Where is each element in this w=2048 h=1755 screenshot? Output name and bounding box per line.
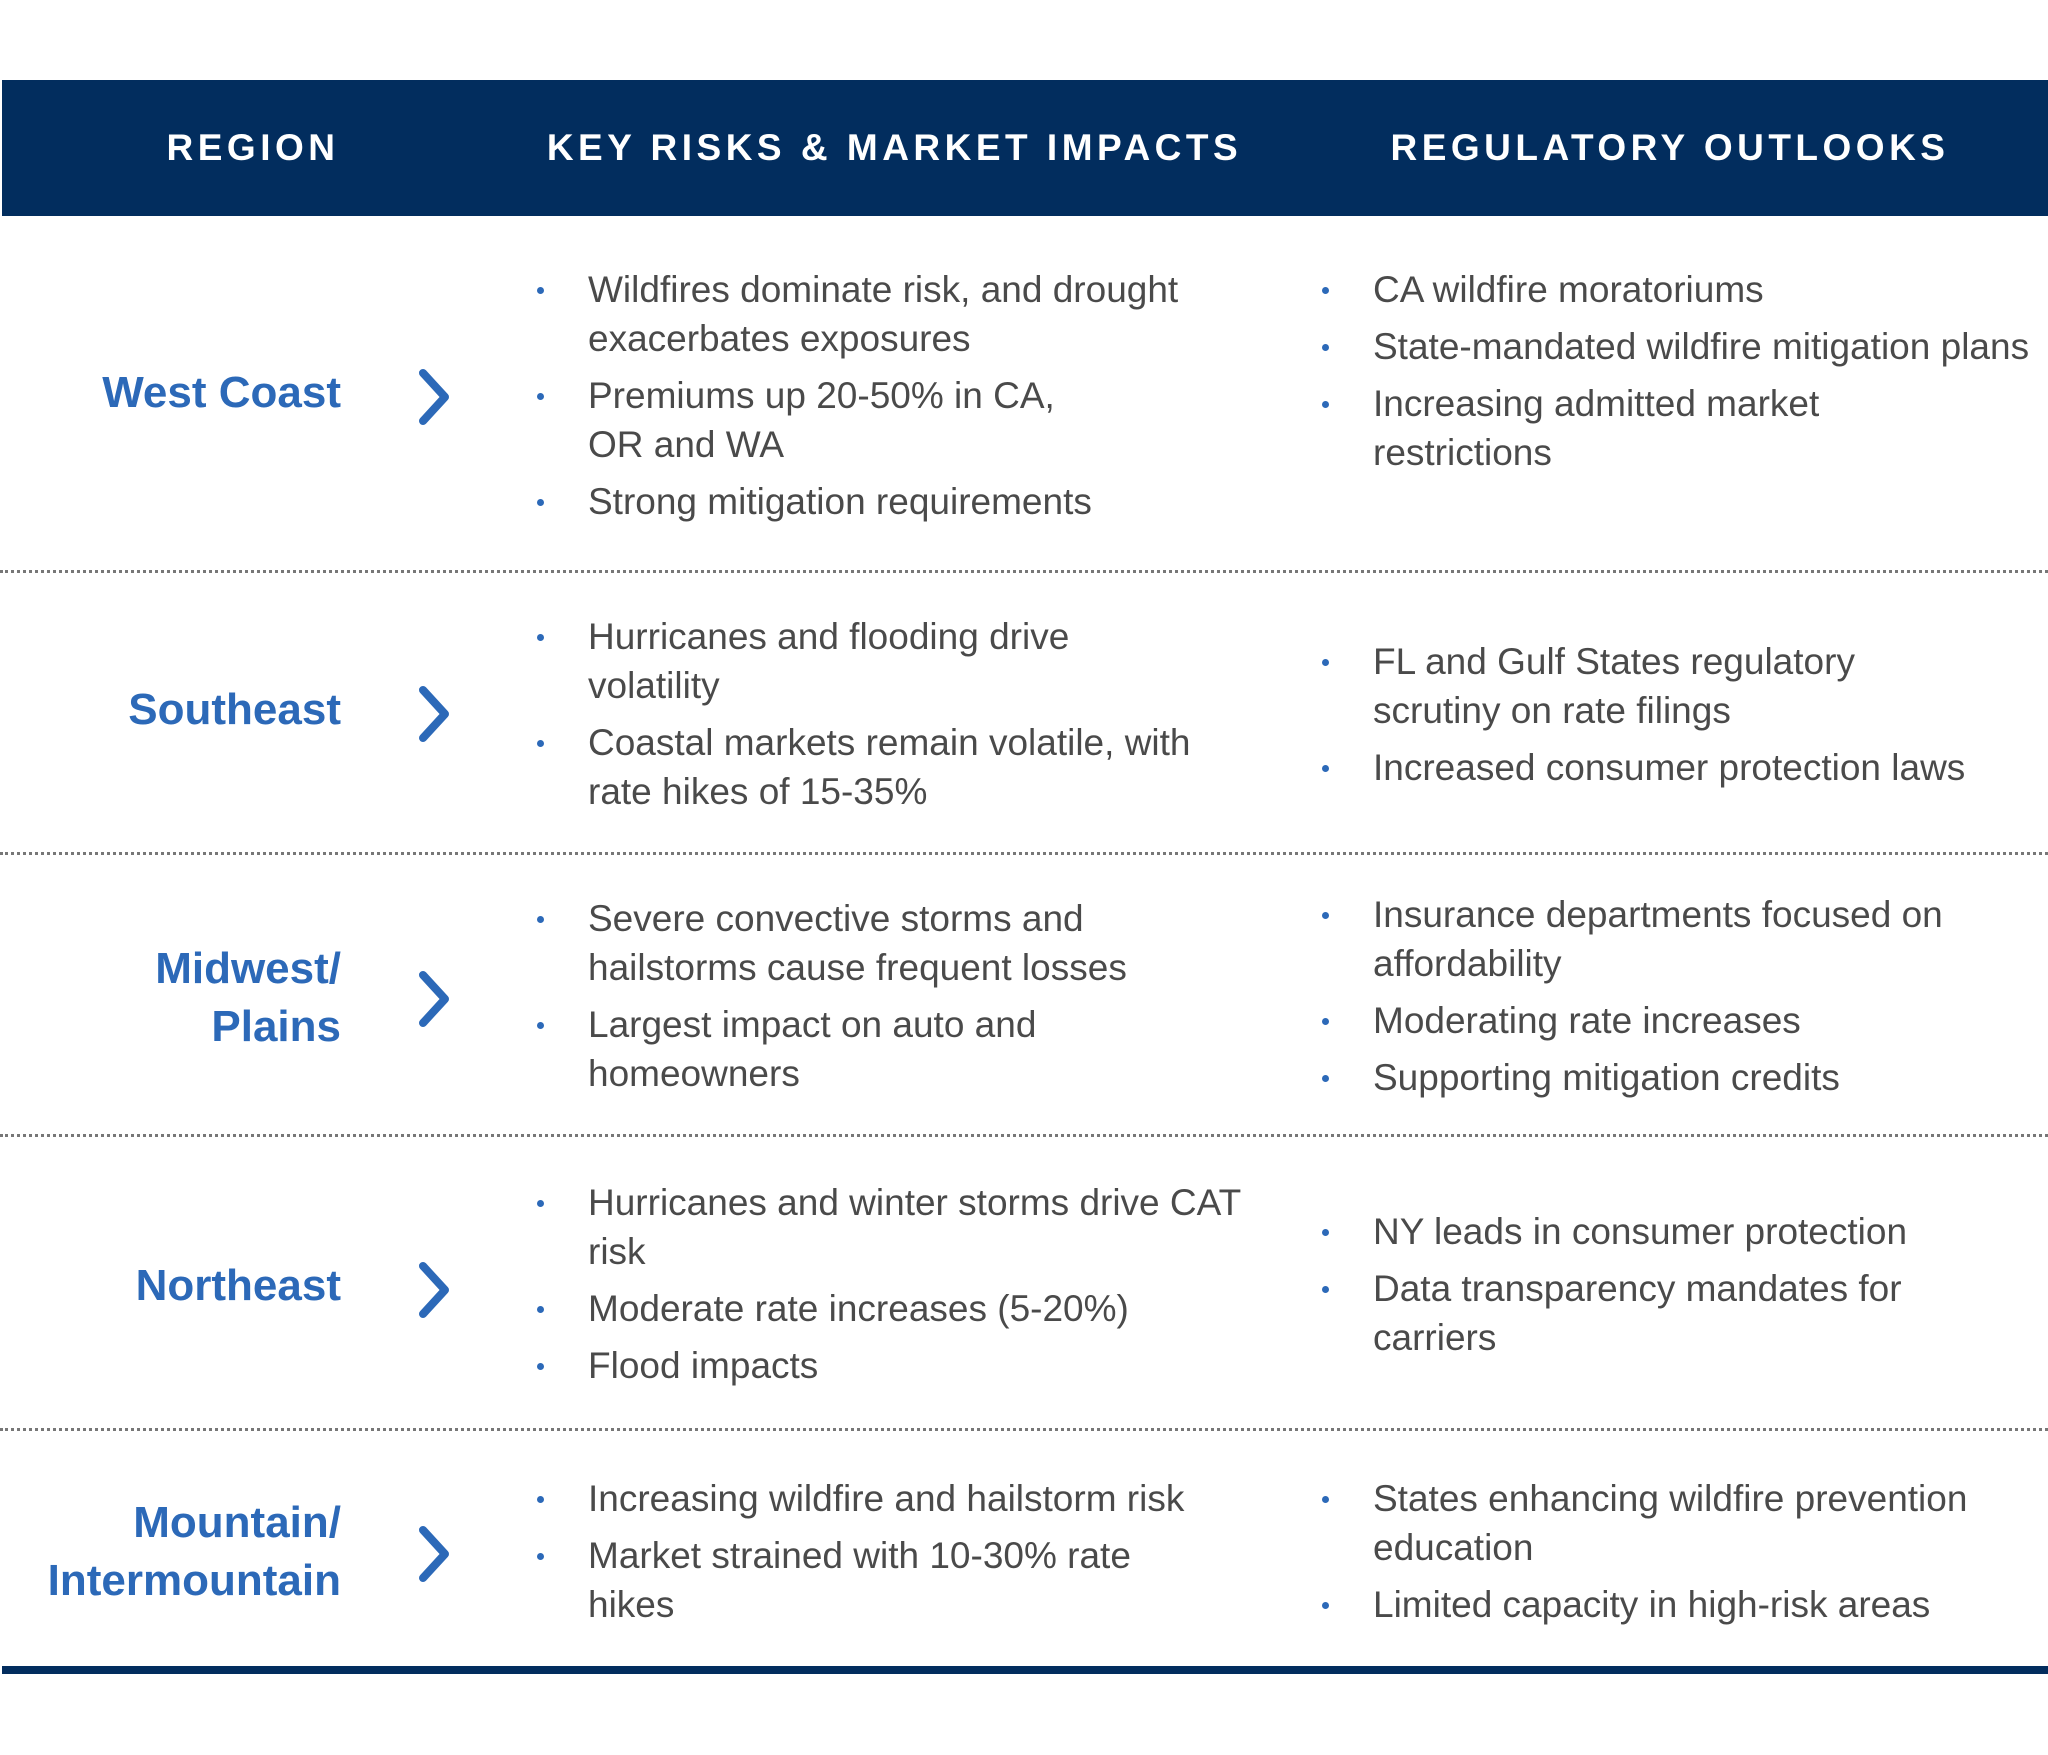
bullet-icon bbox=[1322, 1496, 1329, 1503]
bullet-icon bbox=[1322, 765, 1329, 772]
bullet-icon bbox=[537, 740, 544, 747]
bullet-icon bbox=[537, 1496, 544, 1503]
list-item: Largest impact on auto and homeowners bbox=[530, 1000, 1148, 1098]
list-item: Limited capacity in high-risk areas bbox=[1315, 1580, 2048, 1629]
table-header: REGION KEY RISKS & MARKET IMPACTS REGULA… bbox=[2, 80, 2048, 216]
header-regulatory-outlooks: REGULATORY OUTLOOKS bbox=[1390, 127, 1950, 168]
bullet-icon bbox=[537, 1363, 544, 1370]
risks-list: Severe convective storms and hailstorms … bbox=[530, 894, 1250, 1098]
chevron-right-icon bbox=[419, 369, 449, 425]
risks-list: Hurricanes and winter storms drive CAT r… bbox=[530, 1178, 1250, 1390]
region-label: Northeast bbox=[135, 1261, 341, 1310]
row-separator bbox=[0, 1134, 2048, 1137]
list-item: FL and Gulf States regulatory scrutiny o… bbox=[1315, 637, 1963, 735]
list-item: Moderating rate increases bbox=[1315, 996, 2048, 1045]
list-item: Severe convective storms and hailstorms … bbox=[530, 894, 1208, 992]
region-label: Midwest/ Plains bbox=[155, 944, 341, 1051]
chevron-right-icon bbox=[419, 1526, 449, 1582]
risks-list: Hurricanes and flooding drive volatility… bbox=[530, 612, 1250, 816]
bullet-icon bbox=[1322, 912, 1329, 919]
list-item: CA wildfire moratoriums bbox=[1315, 265, 2048, 314]
bullet-icon bbox=[537, 634, 544, 641]
bullet-icon bbox=[1322, 659, 1329, 666]
bullet-icon bbox=[537, 916, 544, 923]
row-separator bbox=[0, 1428, 2048, 1431]
list-item: Strong mitigation requirements bbox=[530, 477, 1250, 526]
row-separator bbox=[0, 852, 2048, 855]
header-key-risks: KEY RISKS & MARKET IMPACTS bbox=[546, 127, 1243, 168]
regulatory-list: CA wildfire moratoriums State-mandated w… bbox=[1315, 265, 2048, 477]
list-item: Coastal markets remain volatile, with ra… bbox=[530, 718, 1208, 816]
list-item: Increasing wildfire and hailstorm risk bbox=[530, 1474, 1250, 1523]
region-label: West Coast bbox=[102, 368, 341, 417]
risks-list: Wildfires dominate risk, and drought exa… bbox=[530, 265, 1250, 526]
list-item: Increasing admitted market restrictions bbox=[1315, 379, 1893, 477]
regulatory-list: States enhancing wildfire prevention edu… bbox=[1315, 1474, 2048, 1629]
bullet-icon bbox=[1322, 401, 1329, 408]
chevron-right-icon bbox=[419, 686, 449, 742]
region-label: Mountain/ Intermountain bbox=[47, 1498, 341, 1605]
bullet-icon bbox=[1322, 287, 1329, 294]
risks-list: Increasing wildfire and hailstorm risk M… bbox=[530, 1474, 1250, 1629]
list-item: Premiums up 20-50% in CA, OR and WA bbox=[530, 371, 1068, 469]
list-item: States enhancing wildfire prevention edu… bbox=[1315, 1474, 2048, 1572]
bullet-icon bbox=[1322, 344, 1329, 351]
chevron-right-icon bbox=[419, 1262, 449, 1318]
regulatory-list: Insurance departments focused on afforda… bbox=[1315, 890, 2048, 1102]
list-item: Data transparency mandates for carriers bbox=[1315, 1264, 2013, 1362]
list-item: Market strained with 10-30% rate hikes bbox=[530, 1531, 1208, 1629]
header-region: REGION bbox=[166, 127, 340, 168]
bullet-icon bbox=[537, 1553, 544, 1560]
list-item: Hurricanes and flooding drive volatility bbox=[530, 612, 1148, 710]
region-label: Southeast bbox=[128, 685, 341, 734]
list-item: Supporting mitigation credits bbox=[1315, 1053, 2048, 1102]
bullet-icon bbox=[1322, 1075, 1329, 1082]
bullet-icon bbox=[537, 287, 544, 294]
bullet-icon bbox=[537, 1200, 544, 1207]
bullet-icon bbox=[537, 1022, 544, 1029]
bullet-icon bbox=[1322, 1602, 1329, 1609]
list-item: State-mandated wildfire mitigation plans bbox=[1315, 322, 2048, 371]
bullet-icon bbox=[537, 1306, 544, 1313]
list-item: Hurricanes and winter storms drive CAT r… bbox=[530, 1178, 1248, 1276]
list-item: Increased consumer protection laws bbox=[1315, 743, 2048, 792]
list-item: Wildfires dominate risk, and drought exa… bbox=[530, 265, 1250, 363]
bullet-icon bbox=[537, 393, 544, 400]
chevron-right-icon bbox=[419, 971, 449, 1027]
row-separator bbox=[0, 570, 2048, 573]
bullet-icon bbox=[1322, 1018, 1329, 1025]
list-item: NY leads in consumer protection bbox=[1315, 1207, 2048, 1256]
regulatory-list: FL and Gulf States regulatory scrutiny o… bbox=[1315, 637, 2048, 792]
list-item: Flood impacts bbox=[530, 1341, 1250, 1390]
bottom-rule bbox=[2, 1666, 2048, 1674]
list-item: Moderate rate increases (5-20%) bbox=[530, 1284, 1250, 1333]
bullet-icon bbox=[1322, 1229, 1329, 1236]
bullet-icon bbox=[1322, 1286, 1329, 1293]
list-item: Insurance departments focused on afforda… bbox=[1315, 890, 2043, 988]
bullet-icon bbox=[537, 499, 544, 506]
regulatory-list: NY leads in consumer protection Data tra… bbox=[1315, 1207, 2048, 1362]
